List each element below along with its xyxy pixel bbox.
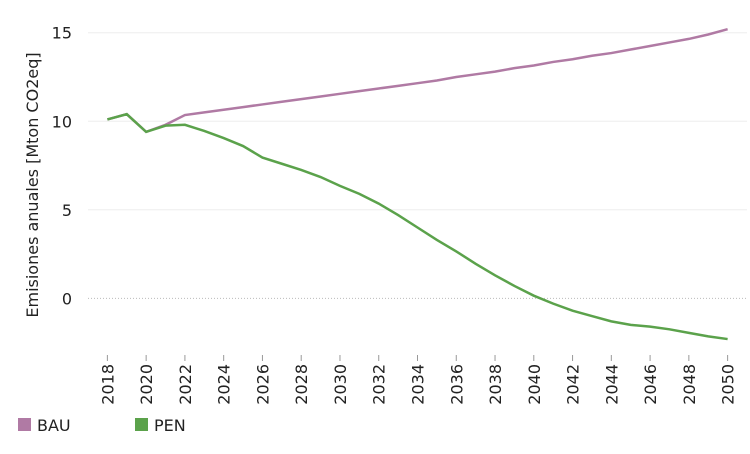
- x-tick-label: 2046: [641, 364, 660, 405]
- x-tick-label: 2040: [525, 364, 544, 405]
- x-tick-label: 2050: [719, 364, 738, 405]
- x-tick-label: 2030: [331, 364, 350, 405]
- y-tick-label: 0: [62, 289, 72, 308]
- legend-label: PEN: [154, 416, 186, 435]
- x-tick-label: 2022: [176, 364, 195, 405]
- x-tick-label: 2038: [486, 364, 505, 405]
- x-tick-label: 2024: [215, 364, 234, 405]
- x-tick-label: 2028: [292, 364, 311, 405]
- series-line: [107, 112, 728, 341]
- y-tick-label: 5: [62, 201, 72, 220]
- y-axis-label: Emisiones anuales [Mton CO2eq]: [23, 52, 42, 317]
- x-tick-label: 2048: [680, 364, 699, 405]
- x-tick-label: 2042: [564, 364, 583, 405]
- y-tick-label: 15: [52, 24, 72, 43]
- x-tick-label: 2032: [370, 364, 389, 405]
- y-tick-label: 10: [52, 112, 72, 131]
- legend-swatch: [18, 418, 31, 431]
- series-line: [107, 27, 728, 134]
- x-tick-label: 2036: [447, 364, 466, 405]
- x-tick-label: 2044: [602, 364, 621, 405]
- x-tick-label: 2034: [409, 364, 428, 405]
- x-tick-label: 2018: [98, 364, 117, 405]
- legend-swatch: [135, 418, 148, 431]
- legend-label: BAU: [37, 416, 71, 435]
- x-tick-label: 2020: [137, 364, 156, 405]
- x-tick-label: 2026: [253, 364, 272, 405]
